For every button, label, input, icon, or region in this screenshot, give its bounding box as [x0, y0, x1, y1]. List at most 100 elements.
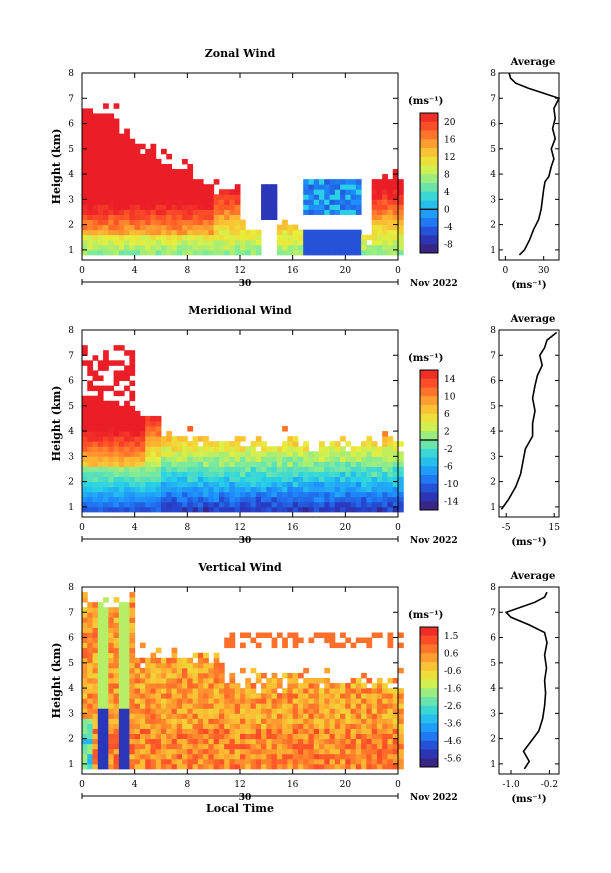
heatmap-cell — [134, 471, 141, 478]
heatmap-cell — [124, 748, 130, 755]
heatmap-cell — [292, 491, 299, 498]
heatmap-cell — [92, 471, 99, 478]
heatmap-cell — [208, 672, 215, 679]
heatmap-cell — [82, 118, 88, 124]
heatmap-cell — [113, 481, 120, 488]
heatmap-cell — [276, 491, 283, 498]
heatmap-cell — [197, 184, 204, 190]
y-tick-label: 4 — [68, 427, 74, 437]
heatmap-cell — [319, 451, 325, 457]
heatmap-cell — [282, 713, 288, 719]
heatmap-cell — [308, 683, 315, 689]
heatmap-cell — [240, 632, 246, 638]
heatmap-cell — [218, 199, 225, 205]
heatmap-cell — [155, 693, 162, 699]
heatmap-cell — [87, 738, 94, 745]
heatmap-cell — [355, 204, 362, 210]
heatmap-cell — [103, 194, 109, 200]
heatmap-cell — [303, 461, 309, 467]
heatmap-cell — [129, 491, 136, 498]
heatmap-cell — [392, 718, 399, 724]
heatmap-cell — [87, 113, 94, 119]
heatmap-cell — [229, 476, 236, 483]
heatmap-cell — [387, 698, 394, 704]
heatmap-cell — [308, 486, 315, 493]
heatmap-cell — [171, 244, 178, 251]
profile-y-tick-label: 5 — [490, 402, 496, 412]
heatmap-cell — [208, 758, 215, 765]
heatmap-cell — [97, 748, 104, 755]
heatmap-cell — [240, 476, 246, 483]
heatmap-cell — [382, 179, 388, 185]
heatmap-cell — [176, 728, 183, 735]
heatmap-cell — [97, 163, 104, 170]
heatmap-cell — [134, 748, 141, 755]
heatmap-cell — [313, 501, 320, 508]
heatmap-cell — [150, 738, 157, 745]
heatmap-cell — [97, 723, 104, 729]
heatmap-cell — [398, 506, 404, 513]
heatmap-cell — [103, 174, 109, 180]
heatmap-cell — [82, 143, 88, 150]
heatmap-cell — [276, 713, 283, 719]
heatmap-cell — [161, 234, 167, 241]
heatmap-cell — [208, 486, 215, 493]
heatmap-cell — [376, 184, 383, 190]
colorbar-swatch — [420, 139, 438, 149]
heatmap-cell — [292, 456, 299, 462]
heatmap-cell — [350, 753, 357, 760]
heatmap-cell — [155, 476, 162, 483]
heatmap-cell — [213, 688, 220, 694]
heatmap-cell — [97, 763, 104, 770]
heatmap-cell — [266, 713, 273, 719]
heatmap-cell — [313, 723, 320, 729]
heatmap-cell — [276, 703, 283, 709]
heatmap-cell — [103, 703, 109, 709]
heatmap-cell — [355, 446, 362, 452]
heatmap-cell — [82, 607, 88, 613]
heatmap-cell — [87, 607, 94, 613]
heatmap-cell — [250, 244, 257, 251]
heatmap-cell — [182, 698, 188, 704]
heatmap-cell — [166, 491, 173, 498]
heatmap-cell — [271, 461, 278, 467]
heatmap-cell — [113, 431, 120, 437]
heatmap-cell — [308, 189, 315, 195]
heatmap-cell — [124, 249, 130, 256]
heatmap-cell — [245, 476, 252, 483]
heatmap-cell — [313, 677, 320, 684]
heatmap-cell — [124, 350, 130, 356]
x-tick-label: 8 — [184, 780, 190, 790]
heatmap-cell — [97, 657, 104, 664]
heatmap-cell — [129, 708, 136, 714]
heatmap-cell — [224, 743, 230, 750]
heatmap-cell — [124, 486, 130, 493]
heatmap-cell — [308, 506, 315, 513]
heatmap-cell — [97, 179, 104, 185]
heatmap-cell — [92, 239, 99, 246]
heatmap-cell — [218, 244, 225, 251]
heatmap-cell — [161, 728, 167, 735]
heatmap-cell — [197, 506, 204, 513]
heatmap-cell — [229, 199, 236, 205]
heatmap-cell — [113, 466, 120, 472]
heatmap-cell — [250, 456, 257, 462]
heatmap-cell — [92, 415, 99, 422]
heatmap-cell — [108, 169, 115, 175]
heatmap-cell — [182, 456, 188, 462]
heatmap-cell — [113, 733, 120, 740]
heatmap-cell — [155, 728, 162, 735]
heatmap-cell — [224, 501, 230, 508]
heatmap-cell — [340, 758, 346, 765]
heatmap-cell — [387, 219, 394, 226]
heatmap-cell — [297, 763, 304, 770]
heatmap-cell — [398, 491, 404, 498]
heatmap-cell — [324, 698, 331, 704]
heatmap-cell — [392, 713, 399, 719]
heatmap-cell — [240, 703, 246, 709]
heatmap-cell — [255, 491, 262, 498]
heatmap-cell — [182, 174, 188, 180]
heatmap-cell — [382, 486, 388, 493]
heatmap-cell — [108, 451, 115, 457]
heatmap-cell — [166, 753, 173, 760]
